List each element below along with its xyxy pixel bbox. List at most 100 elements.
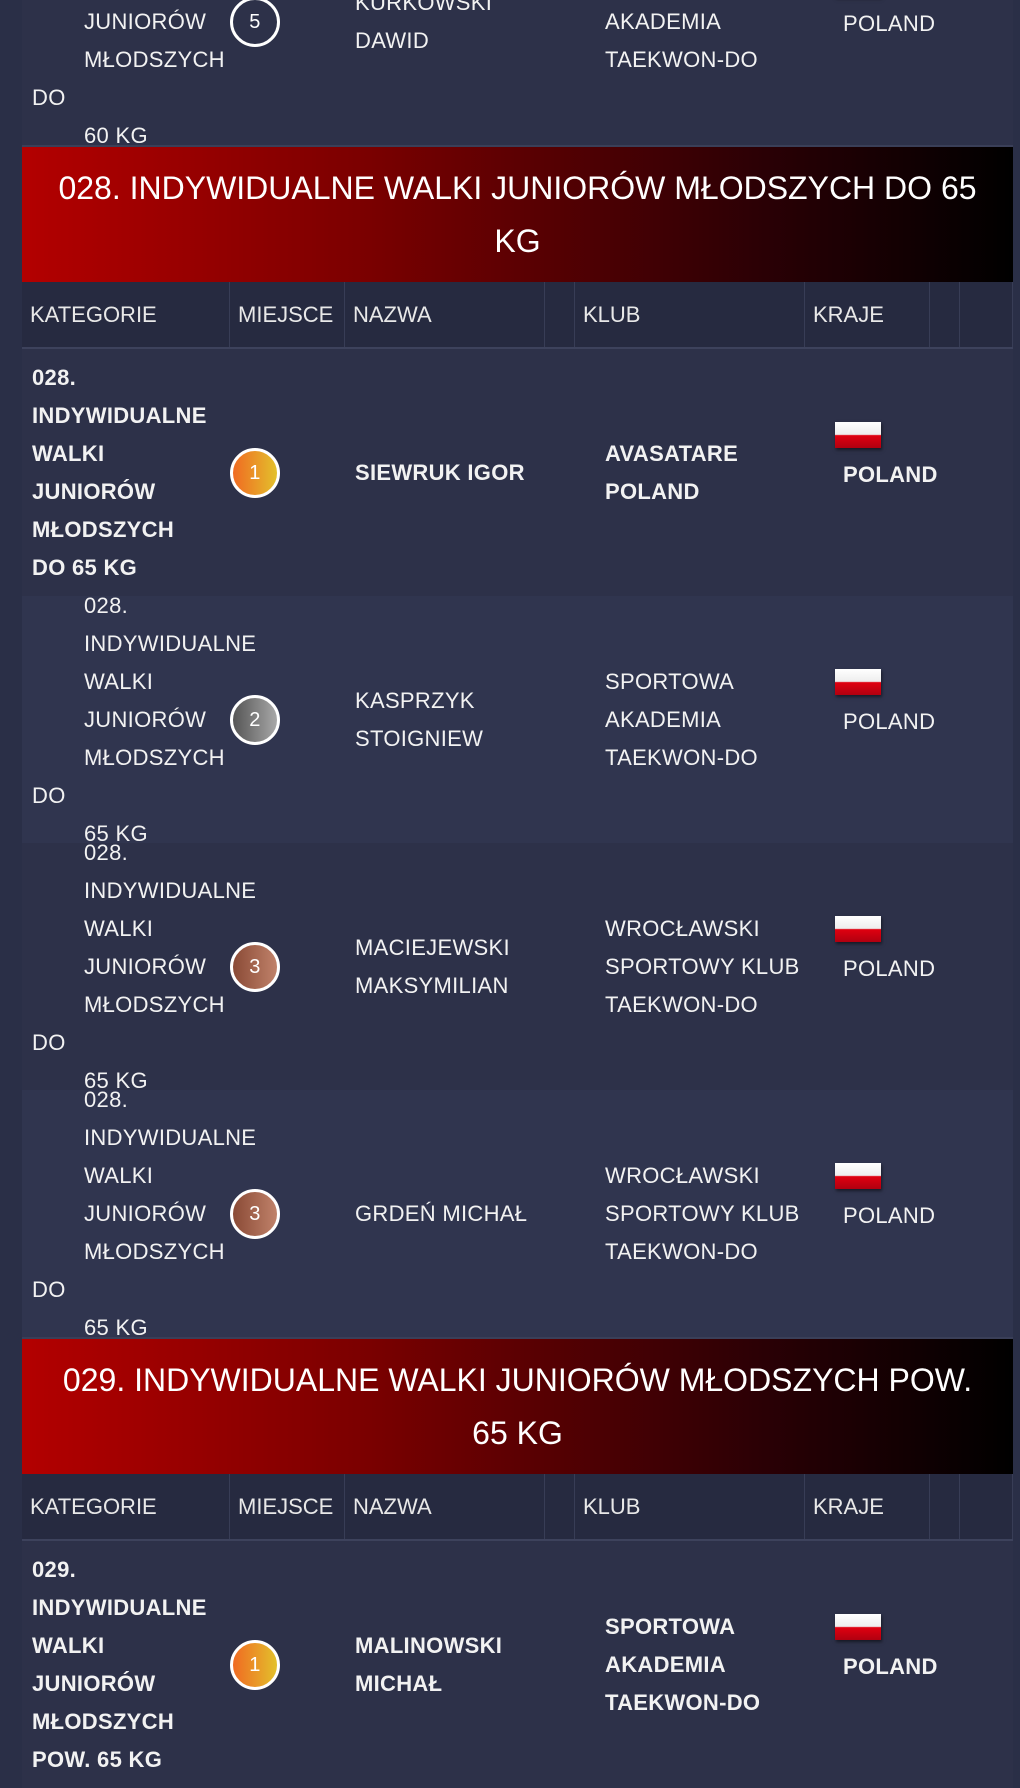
- category-line: WALKI: [84, 1162, 154, 1188]
- category-line: 029.: [32, 1556, 77, 1582]
- category-line: 028.: [84, 1086, 129, 1112]
- category-line: 028.: [84, 592, 129, 618]
- column-header[interactable]: KATEGORIE: [22, 282, 230, 347]
- category-cell: 028. INDYWIDUALNE WALKI JUNIORÓW MŁODSZYCH D…: [32, 1087, 256, 1340]
- athlete-name[interactable]: GRDEŃ MICHAŁ: [355, 1200, 528, 1226]
- category-line: WALKI: [32, 1632, 105, 1658]
- country-name: POLAND: [843, 461, 938, 487]
- category-line: MŁODSZYCH DO: [32, 991, 225, 1055]
- column-header[interactable]: KLUB: [575, 282, 805, 347]
- category-line: INDYWIDUALNE: [84, 877, 257, 903]
- place-badge: 3: [230, 1188, 280, 1239]
- country-name: POLAND: [843, 10, 936, 36]
- athlete-name[interactable]: KASPRZYK STOIGNIEW: [355, 687, 484, 751]
- column-header[interactable]: KATEGORIE: [22, 1474, 230, 1539]
- country-name: POLAND: [843, 708, 936, 734]
- club-name: SPORTOWA AKADEMIA TAEKWON-DO: [605, 668, 758, 770]
- club-name: WROCŁAWSKI SPORTOWY KLUB TAEKWON-DO: [605, 1162, 800, 1264]
- country-cell: POLAND: [835, 0, 965, 145]
- category-line: MŁODSZYCH DO: [32, 1238, 225, 1302]
- athlete-name[interactable]: MACIEJEWSKI MAKSYMILIAN: [355, 934, 510, 998]
- category-cell: 028. INDYWIDUALNE WALKI JUNIORÓW MŁODSZYCH DO…: [32, 349, 232, 596]
- athlete-name[interactable]: MALINOWSKI MICHAŁ: [355, 1632, 503, 1696]
- category-cell: 028. INDYWIDUALNE WALKI JUNIORÓW MŁODSZYCH D…: [32, 593, 256, 846]
- category-line: 65 KG: [84, 820, 148, 846]
- club-name: WROCŁAWSKI SPORTOWY KLUB TAEKWON-DO: [605, 915, 800, 1017]
- column-header[interactable]: [960, 1474, 1013, 1539]
- category-line: 65 KG: [84, 1067, 148, 1093]
- table-row[interactable]: 028. INDYWIDUALNE WALKI JUNIORÓW MŁODSZYCH DO…: [22, 349, 1013, 596]
- place-badge: 5: [230, 0, 280, 47]
- section-banner: 029. INDYWIDUALNE WALKI JUNIORÓW MŁODSZY…: [22, 1337, 1013, 1474]
- athlete-name[interactable]: KURKOWSKI DAWID: [355, 0, 493, 53]
- column-header[interactable]: NAZWA: [345, 1474, 545, 1539]
- place-badge: 3: [230, 941, 280, 992]
- category-line: 65 KG: [84, 1314, 148, 1340]
- place-cell: 2: [230, 596, 345, 843]
- category-line: INDYWIDUALNE: [84, 630, 257, 656]
- place-cell: 1: [230, 349, 345, 596]
- category-line: JUNIORÓW: [84, 1200, 207, 1226]
- column-header[interactable]: KRAJE: [805, 1474, 930, 1539]
- country-name: POLAND: [843, 955, 936, 981]
- category-cell: 028. INDYWIDUALNE WALKI JUNIORÓW MŁODSZYCH D…: [32, 840, 256, 1093]
- place-cell: 1: [230, 1541, 345, 1788]
- column-header[interactable]: [960, 282, 1013, 347]
- table-row[interactable]: 028. INDYWIDUALNE WALKI JUNIORÓW MŁODSZYCH D…: [22, 593, 1013, 846]
- club-name: AVASATARE POLAND: [605, 440, 739, 504]
- country-name: POLAND: [843, 1202, 936, 1228]
- table-header: KATEGORIE MIEJSCE NAZWA KLUB KRAJE: [22, 282, 1013, 349]
- table-row[interactable]: 028. INDYWIDUALNE WALKI JUNIORÓW MŁODSZYCH D…: [22, 1087, 1013, 1340]
- category-cell: 029. INDYWIDUALNE WALKI JUNIORÓW MŁODSZYCH PO…: [32, 1541, 232, 1788]
- column-header[interactable]: NAZWA: [345, 282, 545, 347]
- table-row[interactable]: 028. INDYWIDUALNE WALKI JUNIORÓW MŁODSZYCH D…: [22, 840, 1013, 1093]
- category-line: 028.: [84, 839, 129, 865]
- column-header[interactable]: KLUB: [575, 1474, 805, 1539]
- poland-flag-icon: [835, 421, 881, 448]
- category-line: WALKI: [84, 668, 154, 694]
- club-name: SPORTOWA AKADEMIA TAEKWON-DO: [605, 8, 758, 72]
- place-cell: 3: [230, 843, 345, 1090]
- poland-flag-icon: [835, 668, 881, 695]
- category-line: JUNIORÓW: [84, 953, 207, 979]
- country-cell: POLAND: [835, 1541, 965, 1788]
- section-banner: 028. INDYWIDUALNE WALKI JUNIORÓW MŁODSZY…: [22, 145, 1013, 282]
- category-line: WALKI: [32, 440, 105, 466]
- column-header[interactable]: [930, 1474, 960, 1539]
- column-header[interactable]: [545, 282, 575, 347]
- place-cell: 5: [230, 0, 345, 145]
- place-badge: 2: [230, 694, 280, 745]
- category-line: INDYWIDUALNE: [84, 1124, 257, 1150]
- category-line: INDYWIDUALNE: [32, 1594, 207, 1620]
- category-line: MŁODSZYCH DO: [32, 744, 225, 808]
- country-name: POLAND: [843, 1653, 938, 1679]
- column-header[interactable]: [930, 282, 960, 347]
- place-badge: 1: [230, 1639, 280, 1690]
- column-header[interactable]: MIEJSCE: [230, 1474, 345, 1539]
- category-line: 028.: [32, 364, 77, 390]
- athlete-name[interactable]: SIEWRUK IGOR: [355, 459, 525, 485]
- column-header[interactable]: [545, 1474, 575, 1539]
- table-row[interactable]: 029. INDYWIDUALNE WALKI JUNIORÓW MŁODSZYCH PO…: [22, 1541, 1013, 1788]
- category-line: JUNIORÓW: [84, 706, 207, 732]
- place-badge: 1: [230, 447, 280, 498]
- poland-flag-icon: [835, 1613, 881, 1640]
- column-header[interactable]: MIEJSCE: [230, 282, 345, 347]
- category-line: MŁODSZYCH: [32, 1708, 175, 1734]
- category-line: DO 65 KG: [32, 554, 138, 580]
- category-line: JUNIORÓW: [84, 8, 207, 34]
- country-cell: POLAND: [835, 596, 965, 843]
- category-line: 60 KG: [84, 122, 148, 148]
- country-cell: POLAND: [835, 1090, 965, 1337]
- poland-flag-icon: [835, 1162, 881, 1189]
- category-line: JUNIORÓW: [32, 478, 156, 504]
- club-name: SPORTOWA AKADEMIA TAEKWON-DO: [605, 1613, 761, 1715]
- category-line: WALKI: [84, 915, 154, 941]
- column-header[interactable]: KRAJE: [805, 282, 930, 347]
- country-cell: POLAND: [835, 349, 965, 596]
- category-line: MŁODSZYCH DO: [32, 46, 225, 110]
- place-cell: 3: [230, 1090, 345, 1337]
- category-line: INDYWIDUALNE: [32, 402, 207, 428]
